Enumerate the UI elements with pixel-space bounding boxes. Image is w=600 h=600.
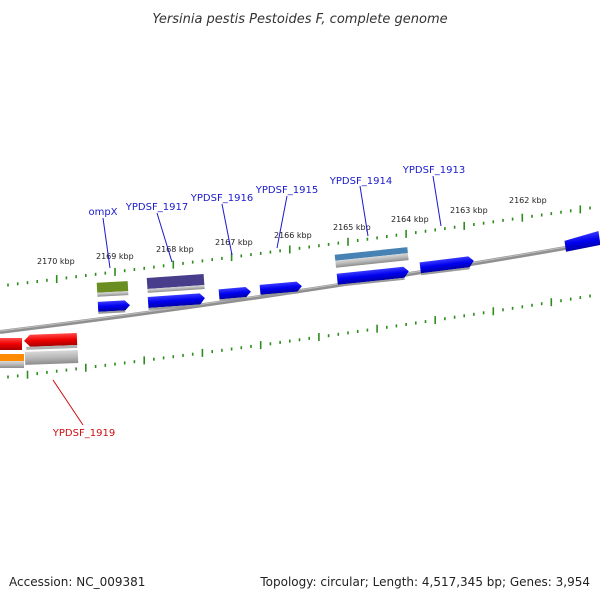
ompX-feature[interactable]	[96, 281, 129, 297]
gene-label-ypdsf-1917[interactable]: YPDSF_1917	[125, 202, 188, 213]
leader-ypdsf-1917	[156, 212, 173, 263]
feature-track-upper	[96, 247, 409, 297]
inner-tick-ring	[7, 294, 591, 379]
gene-label-ypdsf-1916[interactable]: YPDSF_1916	[190, 193, 253, 204]
leader-ypdsf-1916	[221, 203, 233, 256]
forward-cds-track	[97, 231, 600, 314]
forward-cds[interactable]	[419, 256, 475, 276]
reverse-cds[interactable]	[0, 338, 22, 350]
genome-backbone-highlight	[0, 240, 600, 332]
forward-cds[interactable]	[218, 287, 252, 302]
gene-label-ypdsf-1919[interactable]: YPDSF_1919	[52, 428, 115, 439]
kbp-label: 2164 kbp	[391, 215, 429, 224]
accession-text: Accession: NC_009381	[9, 575, 145, 589]
kbp-label: 2163 kbp	[450, 206, 488, 215]
reverse-cds[interactable]	[24, 333, 78, 350]
position-labels: 2170 kbp 2169 kbp 2168 kbp 2167 kbp 2166…	[37, 196, 547, 266]
forward-cds[interactable]	[97, 300, 131, 314]
leader-ompX	[102, 217, 111, 269]
gene-track[interactable]	[24, 350, 79, 365]
kbp-label: 2166 kbp	[274, 231, 312, 240]
map-title: Yersinia pestis Pestoides F, complete ge…	[152, 12, 447, 27]
gene-label-ypdsf-1914[interactable]: YPDSF_1914	[329, 176, 392, 187]
forward-cds[interactable]	[259, 281, 303, 297]
gene-label-ypdsf-1913[interactable]: YPDSF_1913	[402, 165, 465, 176]
outer-tick-ring	[7, 205, 591, 287]
kbp-label: 2169 kbp	[96, 252, 134, 261]
leader-ypdsf-1913	[432, 175, 442, 227]
kbp-label: 2165 kbp	[333, 223, 371, 232]
gene-labels: ompX YPDSF_1917 YPDSF_1916 YPDSF_1915 YP…	[52, 165, 465, 439]
genome-summary-text: Topology: circular; Length: 4,517,345 bp…	[259, 575, 590, 589]
leader-ypdsf-1914	[359, 185, 369, 237]
gene-label-ompX[interactable]: ompX	[88, 207, 117, 218]
kbp-label: 2162 kbp	[509, 196, 547, 205]
forward-cds[interactable]	[147, 293, 206, 311]
label-leaders	[52, 175, 442, 426]
leader-ypdsf-1919	[52, 379, 84, 426]
reverse-cds-track	[0, 333, 79, 368]
forward-cds[interactable]	[336, 266, 410, 287]
ypdsf-1917-feature[interactable]	[146, 273, 205, 293]
leader-ypdsf-1915	[276, 195, 288, 249]
forward-cds[interactable]	[564, 231, 600, 252]
gene-label-ypdsf-1915[interactable]: YPDSF_1915	[255, 185, 318, 196]
kbp-label: 2170 kbp	[37, 257, 75, 266]
ypdsf-1914-feature[interactable]	[334, 247, 409, 268]
kbp-label: 2167 kbp	[215, 238, 253, 247]
reverse-aux-feature[interactable]	[0, 354, 24, 368]
genome-backbone	[0, 240, 600, 334]
kbp-label: 2168 kbp	[156, 245, 194, 254]
